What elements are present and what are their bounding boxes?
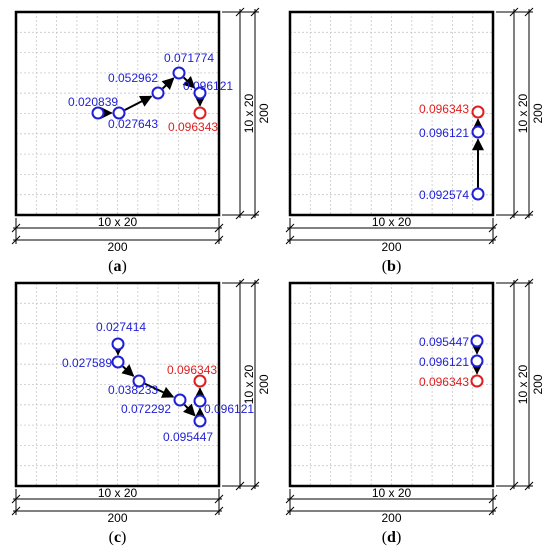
caption-letter: d [387,529,396,546]
search-point [151,86,165,100]
point-value-label: 0.095447 [163,430,213,444]
grid-size-label-horizontal: 10 x 20 [98,215,138,229]
point-value-label: 0.071774 [164,51,214,65]
caption-letter: a [114,258,122,275]
vertical-dimension: 10 x 20 200 [496,7,543,220]
grid-size-label-vertical: 10 x 20 [516,364,530,404]
horizontal-dimension: 10 x 20 200 [11,486,224,525]
search-point [112,106,126,120]
search-path [112,343,206,420]
path-arrow [144,382,175,398]
search-point [111,355,125,369]
total-size-label-vertical: 200 [531,374,543,394]
panel-caption: (b) [382,258,402,275]
caption-open-paren: ( [108,258,113,275]
panel-frame [288,10,495,217]
optimum-point [470,374,484,388]
search-point [132,374,146,388]
optimum-value-label: 0.096343 [419,375,469,389]
caption-close-paren: ) [121,529,126,546]
path-arrow [121,364,135,377]
search-point [193,394,207,408]
search-path [100,76,206,119]
panel-caption: (a) [108,258,127,275]
search-point [471,125,485,139]
caption-letter: c [114,529,121,546]
caption-letter: b [387,258,396,275]
point-value-label: 0.027414 [96,320,146,334]
search-point [470,334,484,348]
grid-lines [290,12,493,215]
caption-open-paren: ( [382,258,387,275]
point-value-label: 0.027589 [62,356,112,370]
path-arrow [183,403,196,417]
optimum-value-label: 0.096343 [419,102,469,116]
caption-close-paren: ) [396,258,401,275]
panel-caption: (d) [382,529,402,546]
grid-size-label-horizontal: 10 x 20 [98,486,138,500]
total-size-label-horizontal: 200 [107,511,127,525]
vertical-dimension: 10 x 20 200 [222,7,271,220]
point-value-label: 0.096121 [419,126,469,140]
grid-size-label-vertical: 10 x 20 [242,93,256,133]
optimum-value-label: 0.096343 [168,120,218,134]
panel-frame [14,10,221,217]
search-point [193,414,207,428]
point-value-label: 0.020839 [68,95,118,109]
caption-open-paren: ( [109,529,114,546]
search-point [172,66,186,80]
total-size-label-vertical: 200 [257,103,271,123]
point-value-label: 0.038233 [108,383,158,397]
search-point [111,337,125,351]
optimum-point [193,106,207,120]
grid-size-label-vertical: 10 x 20 [242,364,256,404]
point-value-label: 0.072292 [121,402,171,416]
total-size-label-horizontal: 200 [381,240,401,254]
grid-size-label-horizontal: 10 x 20 [372,215,412,229]
total-size-label-horizontal: 200 [107,240,127,254]
panel-frame [14,281,221,488]
horizontal-dimension: 10 x 20 200 [11,215,224,254]
horizontal-dimension: 10 x 20 200 [285,486,498,525]
point-value-label: 0.052962 [108,71,158,85]
search-point [471,187,485,201]
vertical-dimension: 10 x 20 200 [496,278,543,491]
point-value-label: 0.096121 [183,79,233,93]
total-size-label-vertical: 200 [257,374,271,394]
point-value-label: 0.095447 [419,335,469,349]
path-arrow [161,77,175,90]
path-arrow [124,95,153,111]
point-value-label: 0.096121 [204,402,254,416]
optimum-point [471,105,485,119]
optimum-point [193,374,207,388]
caption-close-paren: ) [122,258,127,275]
grid-size-label-vertical: 10 x 20 [516,93,530,133]
search-point [470,354,484,368]
horizontal-dimension: 10 x 20 200 [285,215,498,254]
point-value-label: 0.096121 [419,355,469,369]
search-point [193,86,207,100]
grid-size-label-horizontal: 10 x 20 [372,486,412,500]
caption-close-paren: ) [396,529,401,546]
panel-caption: (c) [109,529,127,546]
total-size-label-vertical: 200 [531,103,543,123]
point-value-label: 0.027643 [108,117,158,131]
search-point [173,393,187,407]
optimum-value-label: 0.096343 [167,363,217,377]
point-value-label: 0.092574 [419,188,469,202]
panel-frame [288,281,495,488]
search-point [91,106,105,120]
path-arrow [182,76,196,89]
total-size-label-horizontal: 200 [381,511,401,525]
vertical-dimension: 10 x 20 200 [222,278,271,491]
caption-open-paren: ( [382,529,387,546]
